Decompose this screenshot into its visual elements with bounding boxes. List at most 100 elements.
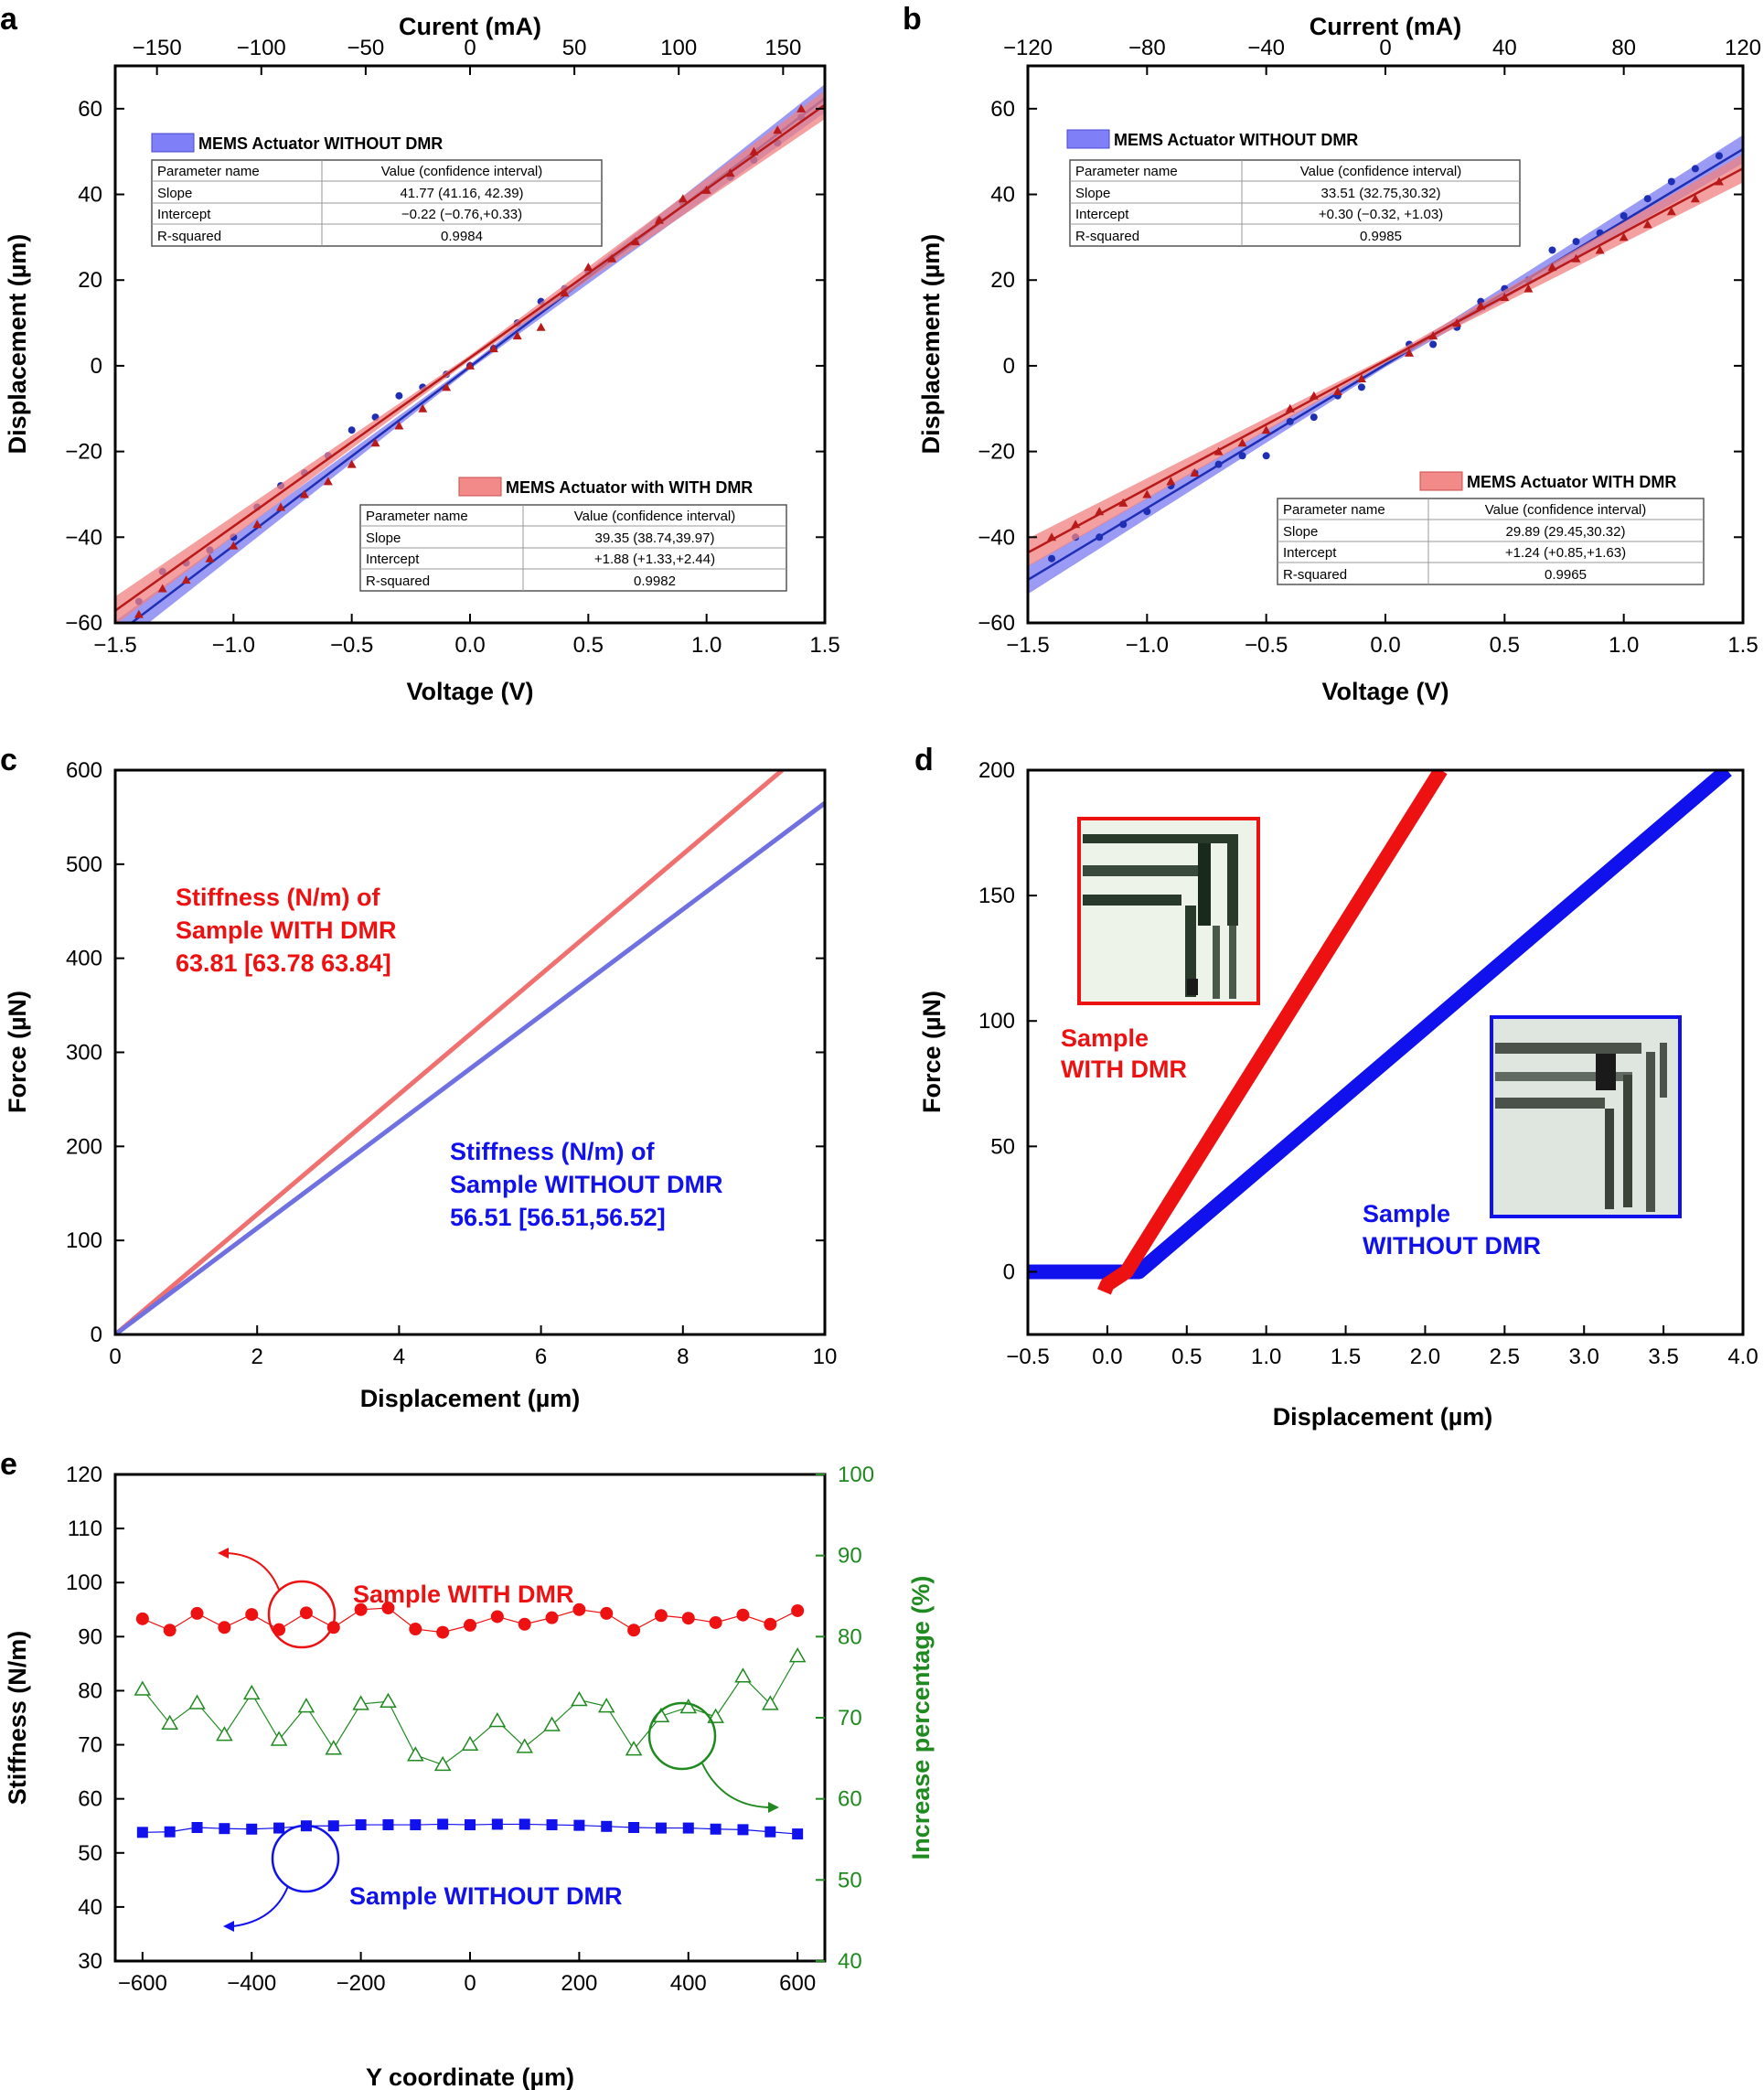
x-tick-label: 0 <box>109 1345 121 1369</box>
legend-swatch-b-without <box>1066 129 1110 149</box>
x-tick-label: 200 <box>561 1971 597 1996</box>
x-axis-title-a: Voltage (V) <box>406 678 533 705</box>
x-tick-label: 0.0 <box>1370 633 1400 658</box>
data-point <box>709 1615 722 1629</box>
table-cell: R-squared <box>157 229 221 244</box>
y-tick-label: 500 <box>66 852 102 877</box>
annotation-d-without: Sample WITHOUT DMR <box>1363 1200 1541 1259</box>
data-point <box>1690 194 1700 203</box>
data-point <box>465 1819 476 1831</box>
x-tick-label: −400 <box>227 1971 276 1996</box>
legend-table-b-with: MEMS Actuator WITH DMR Parameter name Va… <box>1277 471 1705 585</box>
y-tick-label: 150 <box>978 884 1015 908</box>
data-point <box>737 1824 749 1836</box>
annotation-line: Sample <box>1363 1200 1450 1227</box>
table-cell: Slope <box>1075 186 1110 201</box>
data-point <box>1166 477 1176 486</box>
data-point <box>654 1609 668 1623</box>
data-point <box>597 1698 615 1713</box>
data-point <box>1714 177 1724 186</box>
data-point <box>1620 211 1628 220</box>
data-point <box>1238 452 1246 460</box>
data-point <box>355 1819 367 1831</box>
data-point <box>1667 177 1675 186</box>
data-point <box>437 1818 449 1830</box>
data-point <box>464 1618 476 1632</box>
panel-a: a −1.5 −1.0 −0.5 0.0 0.5 1.0 1.5 −60 −40 −20 0 20 40… <box>0 2 840 705</box>
data-point <box>164 1826 176 1838</box>
y-tick-label: 110 <box>68 1517 102 1541</box>
x-tick-label: 6 <box>535 1345 547 1369</box>
y-tick-label: 20 <box>78 268 102 293</box>
y-tick-label: 0 <box>1003 354 1015 379</box>
y-tick-label: −20 <box>978 440 1015 465</box>
y-tick-label: −40 <box>978 525 1015 550</box>
x-tick-label: 1.5 <box>809 633 839 658</box>
data-point <box>1500 292 1510 301</box>
data-point <box>347 459 357 468</box>
y-tick-label: −20 <box>65 440 102 465</box>
annotation-line: Stiffness (N/m) of <box>450 1138 656 1165</box>
y-tick-label: 600 <box>66 758 102 783</box>
data-point <box>1286 417 1294 425</box>
data-point <box>407 1746 424 1762</box>
micrograph-inset-without-dmr <box>1490 1015 1682 1218</box>
data-point <box>382 1819 394 1831</box>
x-tick-label: 3.5 <box>1648 1345 1678 1369</box>
data-point <box>299 1606 313 1620</box>
data-point <box>136 1827 148 1838</box>
table-cell: Intercept <box>1283 545 1337 561</box>
data-point <box>1118 498 1128 507</box>
data-point <box>701 185 711 194</box>
data-point <box>1262 452 1270 460</box>
y-tick-label: 100 <box>66 1228 102 1253</box>
panel-label-d: d <box>914 743 934 777</box>
table-header: Value (confidence interval) <box>1300 164 1461 179</box>
data-point <box>394 421 404 430</box>
table-cell: R-squared <box>366 573 430 589</box>
data-point <box>1332 387 1342 396</box>
data-point <box>1666 207 1676 216</box>
table-cell: Slope <box>157 186 192 201</box>
data-point <box>1356 373 1366 382</box>
data-point <box>1071 520 1081 529</box>
data-point <box>1452 318 1462 327</box>
data-point <box>654 215 664 224</box>
data-point <box>1214 460 1223 468</box>
data-point <box>725 168 735 177</box>
data-point <box>545 1611 559 1624</box>
data-point <box>710 1823 722 1835</box>
data-point <box>252 520 262 529</box>
y-tick-label: 40 <box>78 183 102 208</box>
x-tick-label: −1.0 <box>1126 633 1169 658</box>
x-tick-label: 4.0 <box>1727 1345 1758 1369</box>
x-tick-label: 4 <box>393 1345 405 1369</box>
legend-swatch-b-with <box>1419 471 1463 491</box>
y-tick-label: 0 <box>91 1323 102 1347</box>
x-axis-title-b: Voltage (V) <box>1321 678 1449 705</box>
series-line <box>1097 770 1448 1295</box>
y-tick-label: 120 <box>66 1463 102 1487</box>
data-point <box>681 1612 695 1625</box>
panel-label-c: c <box>0 743 17 777</box>
table-cell: −0.22 (−0.76,+0.33) <box>401 207 522 222</box>
data-point <box>1715 152 1723 160</box>
data-point <box>242 1684 261 1700</box>
data-point <box>409 1623 422 1636</box>
data-point <box>461 1735 479 1752</box>
x-tick-label: 10 <box>813 1345 838 1369</box>
table-cell: Intercept <box>366 552 420 567</box>
legend-table-a-with: MEMS Actuator with WITH DMR Parameter na… <box>359 477 787 592</box>
y-tick-label: 70 <box>78 1733 102 1758</box>
table-header: Parameter name <box>157 164 260 179</box>
data-point <box>600 1606 614 1620</box>
data-point <box>519 1818 530 1830</box>
data-point <box>1261 425 1271 434</box>
table-cell: +1.88 (+1.33,+2.44) <box>594 552 715 567</box>
data-point <box>1357 383 1365 391</box>
data-point <box>583 263 593 272</box>
data-point <box>370 438 380 447</box>
panel-e: e −600 −400 −200 0 200 400 600 30 40 50 60 70 80 90 10… <box>0 1447 935 2090</box>
y-tick-label: 400 <box>66 947 102 971</box>
